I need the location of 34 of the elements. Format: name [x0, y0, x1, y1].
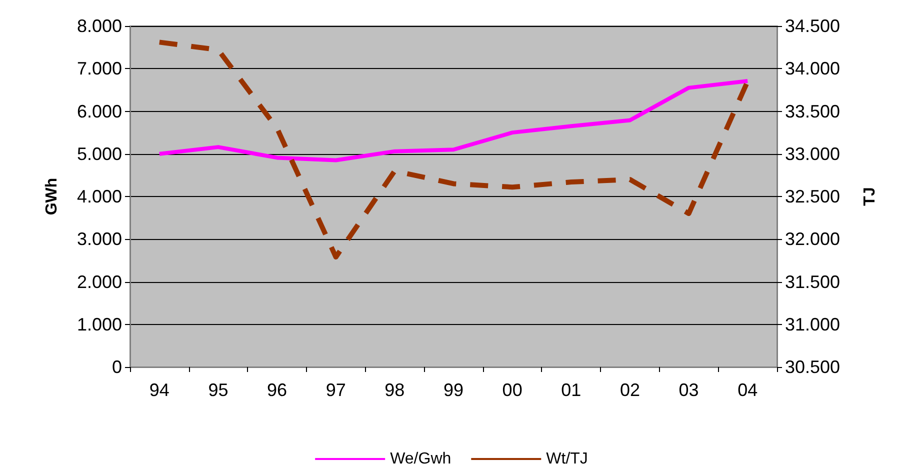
y-tick-label: 6.000: [76, 101, 122, 122]
y2-tick-label: 31.500: [785, 272, 840, 292]
line-series: [157, 78, 750, 162]
y2-tick-label: 32.500: [785, 186, 840, 206]
y-tick-label: 2.000: [76, 272, 122, 292]
y-tick-label: 7.000: [76, 58, 122, 79]
y-tick-label: 3.000: [76, 229, 122, 250]
y2-axis-title: TJ: [862, 187, 878, 206]
y-tick-label: 5.000: [76, 144, 122, 164]
x-tick-label: 00: [502, 380, 522, 400]
legend-label: Wt/TJ: [546, 450, 588, 468]
y2-tick-label: 32.000: [785, 229, 840, 250]
x-tick-label: 04: [738, 380, 758, 400]
x-tick-label: 96: [267, 380, 288, 400]
legend-label: We/Gwh: [390, 450, 452, 468]
x-tick-label: 03: [678, 380, 699, 400]
x-tick-label: 97: [326, 380, 346, 400]
x-tick-label: 02: [620, 380, 640, 400]
y2-tick-label: 33.000: [785, 144, 840, 164]
y-tick-label: 4.000: [76, 186, 122, 206]
y-tick-label: 1.000: [76, 314, 122, 334]
y-tick-label: 0: [112, 357, 122, 377]
y2-tick-label: 33.500: [785, 101, 840, 122]
y2-tick-label: 31.000: [785, 314, 840, 334]
y2-tick-label: 30.500: [785, 357, 840, 377]
y-tick-label: 8.000: [76, 16, 122, 36]
x-tick-label: 98: [384, 380, 405, 400]
x-tick-label: 99: [443, 380, 464, 400]
x-tick-label: 94: [149, 380, 170, 400]
y-axis-title: GWh: [44, 178, 60, 216]
x-tick-label: 01: [561, 380, 582, 400]
y2-tick-label: 34.000: [785, 58, 840, 79]
y2-tick-label: 34.500: [785, 16, 840, 36]
x-tick-label: 95: [208, 380, 228, 400]
